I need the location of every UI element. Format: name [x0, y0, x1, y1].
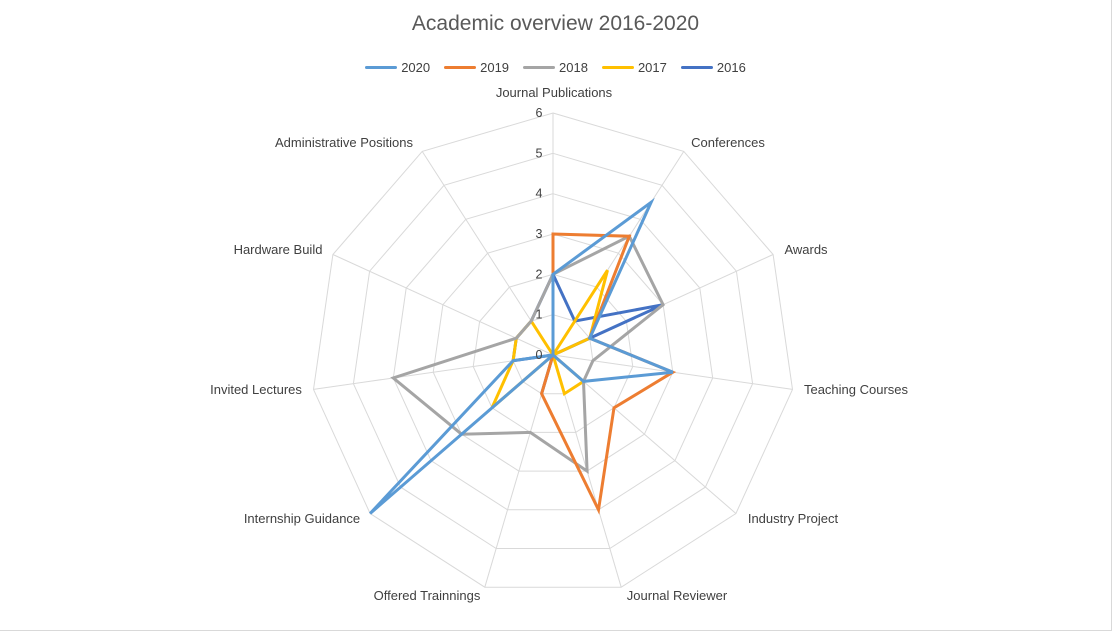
- axis-label-hardware-build: Hardware Build: [234, 242, 323, 257]
- legend-item-2016: 2016: [680, 58, 746, 76]
- legend-label-2017: 2017: [637, 59, 667, 75]
- grid-ring: [472, 273, 634, 433]
- tick-label-1: 1: [536, 308, 543, 322]
- axis-label-offered-trainnings: Offered Trainnings: [374, 588, 481, 603]
- tick-label-6: 6: [536, 106, 543, 120]
- grid-spoke: [332, 254, 554, 356]
- series-line-2019: [539, 232, 677, 515]
- axis-label-journal-publications: Journal Publications: [496, 85, 613, 100]
- axis-label-invited-lectures: Invited Lectures: [210, 382, 302, 397]
- axis-label-industry-project: Industry Project: [748, 511, 839, 526]
- tick-label-2: 2: [536, 267, 543, 281]
- legend-label-2019: 2019: [480, 59, 510, 75]
- grid-ring: [392, 193, 714, 511]
- legend-label-2020: 2020: [401, 59, 431, 75]
- tick-label-5: 5: [536, 146, 543, 160]
- legend-label-2016: 2016: [716, 59, 746, 75]
- axis-label-awards: Awards: [784, 242, 828, 257]
- series-line-2020: [369, 197, 674, 515]
- legend-item-2017: 2017: [601, 58, 667, 76]
- legend-swatch-2020: [365, 65, 398, 69]
- legend: 2020 2019 2018 2017 2016: [0, 58, 1111, 76]
- legend-item-2020: 2020: [365, 58, 430, 76]
- tick-label-3: 3: [536, 227, 543, 241]
- tick-label-4: 4: [536, 187, 543, 201]
- grid-ring: [312, 112, 794, 588]
- axis-label-internship-guidance: Internship Guidance: [244, 511, 360, 526]
- grid-ring: [432, 233, 674, 472]
- axis-label-teaching-courses: Teaching Courses: [804, 382, 909, 397]
- legend-item-2019: 2019: [444, 58, 509, 76]
- series-line-2018: [390, 234, 665, 475]
- legend-item-2018: 2018: [523, 58, 588, 76]
- series-group: [369, 197, 677, 515]
- legend-swatch-2018: [523, 65, 556, 69]
- legend-swatch-2017: [601, 65, 634, 69]
- tick-label-0: 0: [536, 348, 543, 362]
- legend-label-2018: 2018: [559, 59, 588, 75]
- axis-label-journal-reviewer: Journal Reviewer: [627, 588, 728, 603]
- grid-ring: [352, 152, 754, 549]
- axis-label-administrative-positions: Administrative Positions: [275, 135, 413, 150]
- legend-swatch-2016: [680, 65, 713, 69]
- legend-swatch-2019: [444, 65, 477, 69]
- axis-label-conferences: Conferences: [691, 135, 765, 150]
- chart-title: Academic overview 2016-2020: [411, 12, 700, 35]
